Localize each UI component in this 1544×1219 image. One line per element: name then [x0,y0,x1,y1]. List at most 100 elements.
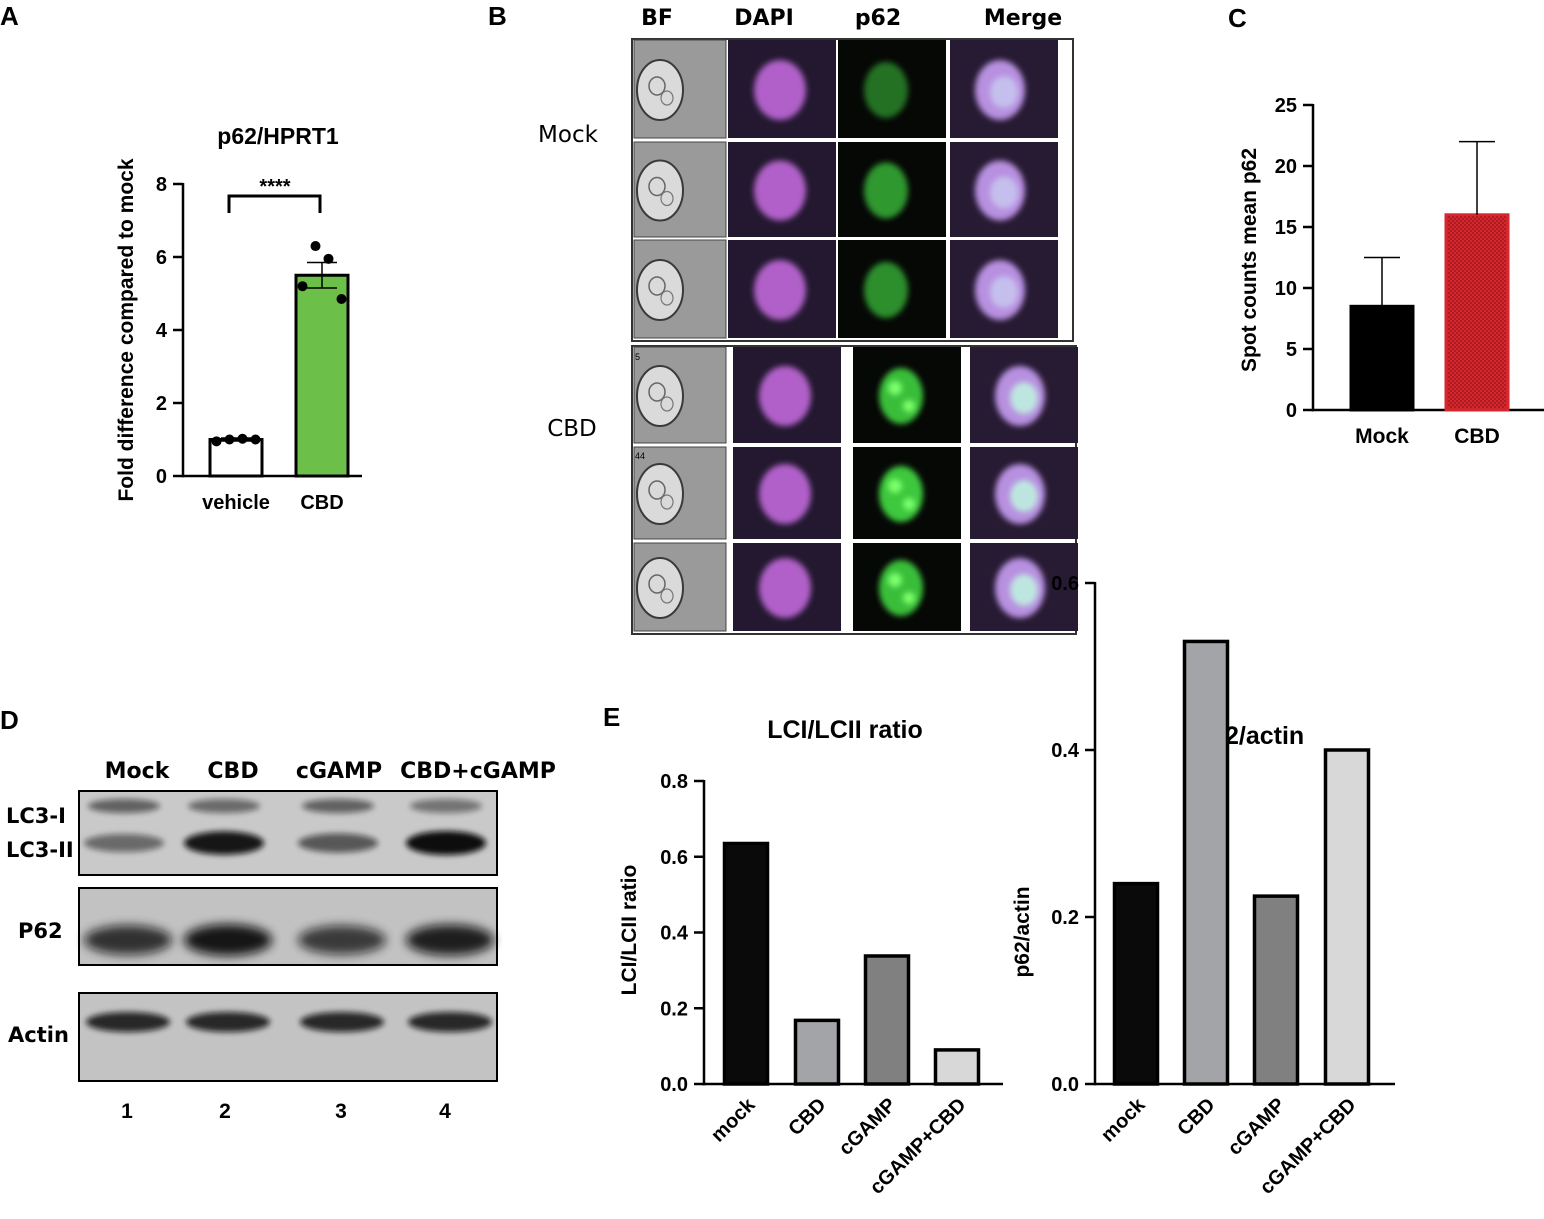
chartE1-bar [722,841,770,1086]
panel-label-d: D [0,705,19,735]
bf-cell [636,557,684,619]
bf-cell-texture [660,290,674,306]
lane-number: 2 [219,1100,231,1123]
chartA-ytick-label: 2 [156,393,167,415]
significance-stars: **** [259,176,290,198]
chart-a: p62/HPRT1 Fold difference compared to mo… [115,123,362,514]
chart-a-ylabel: Fold difference compared to mock [115,158,138,501]
bf-cell-texture [660,90,674,106]
band-p62 [298,925,386,955]
group-label-mock: Mock [538,122,599,148]
chartE2-bar [1323,748,1371,1086]
lane-label: cGAMP [296,759,382,784]
bf-cell-texture [648,382,666,402]
chartE1-ytick-label: 0.0 [660,1074,688,1096]
column-header: BF [641,6,673,31]
chart-e1-title: LCI/LCII ratio [767,716,923,744]
band-lc3-i [410,799,482,813]
chart-c: Spot counts mean p62 0 5 10 15 20 25 Mock CBD [1238,95,1544,448]
chartE2-ytick-label: 0.2 [1051,907,1079,929]
chartA-data-point [211,436,222,447]
tile-corner-mark: 5 [635,352,640,362]
chartA-ytick-label: 8 [156,174,167,196]
chartC-ytick-label: 10 [1275,278,1297,300]
chartE1-ytick-label: 0.4 [660,923,689,945]
chartA-ytick-label: 6 [156,247,167,269]
blot-label-lc3-ii: LC3-II [6,838,74,862]
bf-cell-texture [648,276,666,296]
dapi-nucleus [754,60,806,120]
chartE1-bar [863,954,911,1086]
chartE2-category-label: mock [1097,1093,1150,1146]
chart-e2-ylabel: p62/actin [1011,886,1034,977]
chartC-ytick-label: 0 [1286,400,1297,422]
bf-cell [636,159,684,222]
band-actin [408,1012,492,1032]
chartA-data-point [323,253,334,264]
chartE1-category-label: mock [707,1093,760,1146]
band-lc3-ii [406,831,486,855]
chartC-ytick-label: 20 [1275,156,1297,178]
p62-signal [879,466,923,522]
chartE2-ytick-label: 0.0 [1051,1074,1079,1096]
chartA-bar [294,273,350,478]
chartA-data-point [250,434,261,445]
bf-cell [636,59,684,121]
bf-cell [636,365,684,427]
dapi-nucleus [759,558,811,618]
chartE2-ytick-label: 0.4 [1051,740,1080,762]
dapi-nucleus [759,366,811,426]
bf-cell-texture [660,396,674,412]
significance-bracket [227,194,322,213]
chartE2-ytick-label: 0.6 [1051,573,1079,595]
chart-a-title: p62/HPRT1 [217,123,339,149]
merge-overlap [990,276,1018,308]
band-lc3-ii [298,833,378,853]
chartE2-bar [1182,639,1230,1086]
chartE1-ytick-label: 0.2 [660,998,688,1020]
chartE1-bar [933,1048,981,1086]
panel-label-a: A [0,1,19,31]
chartE2-category-label: CBD [1173,1094,1219,1140]
chartA-category-label: vehicle [202,492,270,514]
chartA-data-point [237,433,248,444]
band-p62 [406,924,494,956]
chart-e-lc3-ratio: LCI/LCII ratio LCI/LCII ratio 0.0 0.2 0.4 0… [618,716,1003,1199]
chartC-bar [1349,304,1415,412]
chartC-category-label: Mock [1355,425,1409,448]
chartA-data-point [224,434,235,445]
p62-signal [879,560,923,616]
chartE1-ytick-label: 0.8 [660,771,688,793]
chartA-data-point [336,293,347,304]
panel-label-c: C [1228,3,1247,33]
chartE2-category-label: cGAMP [1224,1094,1290,1160]
band-actin [186,1012,270,1032]
mock-frame [631,38,1074,342]
lane-label: CBD [207,759,258,784]
chartA-data-point [310,241,321,252]
band-lc3-ii [84,834,164,852]
blot-actin-membrane [78,992,498,1082]
chartC-bar [1444,213,1510,412]
bf-cell-texture [660,494,674,510]
merge-overlap [1010,480,1038,512]
band-p62 [84,925,172,955]
chartE1-bar [793,1018,841,1086]
lane-number: 1 [121,1100,133,1123]
chartE2-bar [1252,894,1300,1086]
chartC-category-label: CBD [1454,425,1500,448]
chartA-bar [208,438,264,478]
p62-signal [864,162,908,219]
dapi-nucleus [759,464,811,524]
chartC-ytick-label: 15 [1275,217,1297,239]
bf-cell-texture [648,76,666,96]
chart-c-ylabel: Spot counts mean p62 [1238,148,1261,372]
p62-puncta [903,592,915,604]
chart-e1-ylabel: LCI/LCII ratio [618,865,641,996]
p62-signal [864,62,908,118]
band-lc3-i [302,799,374,813]
tile-corner-mark: 44 [635,451,645,461]
p62-puncta [888,573,902,587]
